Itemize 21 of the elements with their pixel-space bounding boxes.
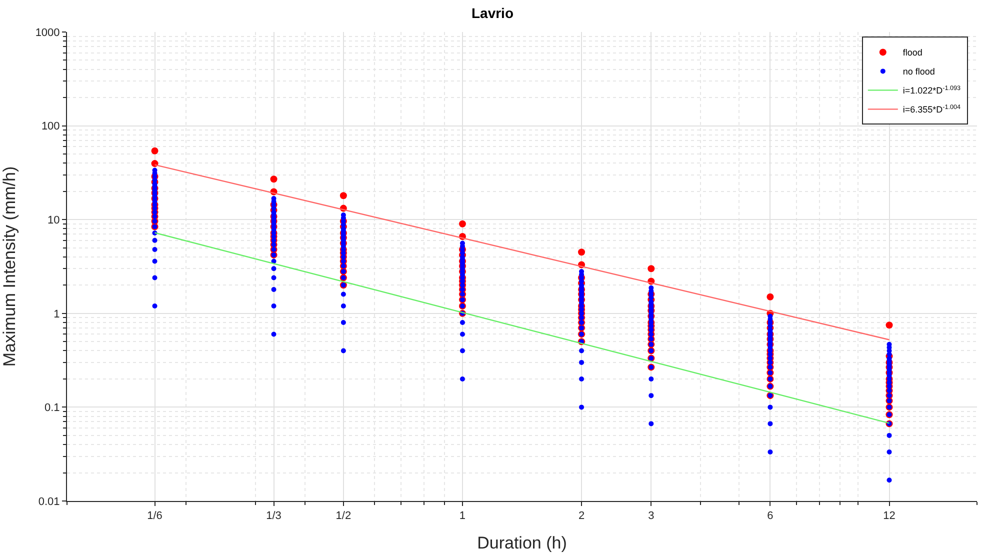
legend-label: i=6.355*D$^{-1.004}$ <box>902 104 962 115</box>
x-tick-label: 1/6 <box>147 510 162 522</box>
x-tick-label: 1 <box>459 510 466 522</box>
x-tick-label: 6 <box>767 510 774 522</box>
legend-label: no flood <box>902 66 935 77</box>
y-tick-label: 0.01 <box>38 496 60 508</box>
x-tick-label: 1/3 <box>266 510 282 522</box>
x-tick-label: 12 <box>883 510 896 522</box>
x-tick-label: 2 <box>578 510 585 522</box>
y-tick-label: 10 <box>48 214 60 226</box>
x-tick-label: 3 <box>648 510 654 522</box>
y-axis-title: Maximum Intensity (mm/h) <box>0 166 19 367</box>
y-tick-label: 100 <box>41 120 60 133</box>
y-tick-label: 1000 <box>35 26 60 39</box>
y-tick-label: 0.1 <box>44 402 60 414</box>
legend-label: i=1.022*D$^{-1.093}$ <box>902 84 962 96</box>
chart-title: Lavrio <box>471 5 514 22</box>
legend-label: flood <box>902 48 922 58</box>
y-tick-label: 1 <box>54 308 60 320</box>
x-axis-title: Duration (h) <box>477 534 567 553</box>
x-tick-label: 1/2 <box>336 510 352 522</box>
